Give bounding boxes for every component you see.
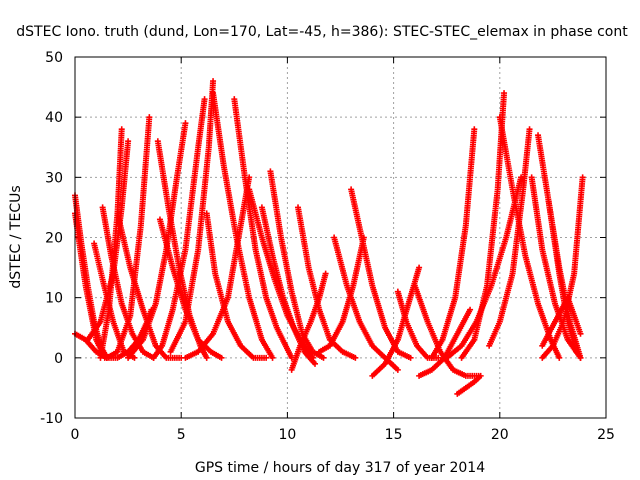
x-tick-label: 10 <box>278 427 296 443</box>
series-23 <box>316 234 367 355</box>
series-25 <box>348 186 414 361</box>
series-30 <box>428 126 478 361</box>
data-point <box>352 354 359 361</box>
data-point <box>526 126 533 133</box>
data-point <box>269 354 276 361</box>
series-9 <box>125 120 189 361</box>
series-40 <box>539 294 584 349</box>
y-axis-label: dSTEC / TECUs <box>8 185 24 288</box>
series-29 <box>416 306 474 379</box>
data-point <box>577 330 584 337</box>
x-tick-label: 20 <box>491 427 509 443</box>
data-point <box>435 354 442 361</box>
data-point <box>118 126 125 133</box>
data-point <box>477 372 484 379</box>
y-tick-label: 40 <box>45 110 63 126</box>
data-point <box>518 174 525 181</box>
y-tick-label: 30 <box>45 170 63 186</box>
x-tick-label: 5 <box>177 427 186 443</box>
series-16 <box>203 210 270 361</box>
data-point <box>471 126 478 133</box>
data-point <box>577 354 584 361</box>
data-point <box>203 354 210 361</box>
data-point <box>263 354 270 361</box>
x-tick-label: 0 <box>71 427 80 443</box>
y-tick-label: 20 <box>45 231 63 247</box>
series-31 <box>454 372 484 397</box>
grid <box>75 57 606 418</box>
tick-labels: 0 5 10 15 20 25 -10 0 10 20 30 40 50 <box>40 50 615 443</box>
data-point <box>573 348 580 355</box>
series-13 <box>167 78 217 355</box>
x-axis-label: GPS time / hours of day 317 of year 2014 <box>195 460 485 476</box>
data-point <box>320 354 327 361</box>
data-point <box>556 354 563 361</box>
series-12 <box>150 96 208 361</box>
y-tick-label: -10 <box>40 411 63 427</box>
data-point <box>218 354 225 361</box>
x-tick-label: 15 <box>385 427 403 443</box>
series-7 <box>99 204 157 361</box>
data-point <box>182 120 189 127</box>
series-21 <box>288 270 329 373</box>
data-point <box>210 78 217 85</box>
data-point <box>201 96 208 103</box>
data-point <box>416 264 423 271</box>
data-point <box>394 366 401 373</box>
y-tick-label: 0 <box>54 351 63 367</box>
plot-frame <box>74 56 607 419</box>
data-point <box>131 354 138 361</box>
data-point <box>322 270 329 277</box>
series-39 <box>545 198 580 355</box>
chart-title: dSTEC Iono. truth (dund, Lon=170, Lat=-4… <box>16 24 628 40</box>
data-point <box>501 90 508 97</box>
data-point <box>467 306 474 313</box>
y-tick-label: 10 <box>45 291 63 307</box>
data-points <box>72 78 586 397</box>
series-24 <box>331 234 401 373</box>
data-point <box>579 174 586 181</box>
x-tick-label: 25 <box>597 427 615 443</box>
series-26 <box>369 264 423 379</box>
data-point <box>407 354 414 361</box>
data-point <box>146 114 153 121</box>
series-17 <box>231 96 295 361</box>
data-point <box>125 138 132 145</box>
series-20 <box>267 168 327 361</box>
data-point <box>312 360 319 367</box>
y-tick-label: 50 <box>45 50 63 66</box>
